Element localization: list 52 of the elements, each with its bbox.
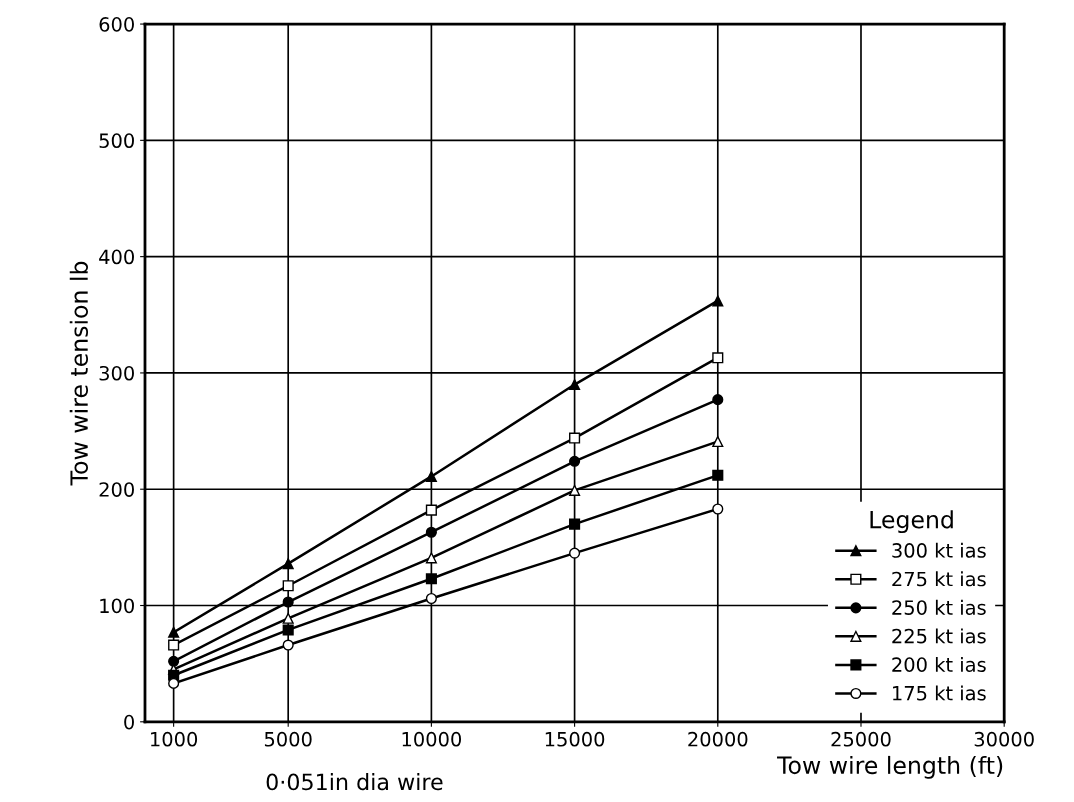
point: [569, 432, 581, 444]
point: [712, 469, 724, 481]
x-tick-label: 10000: [402, 731, 462, 747]
legend-label: 200 kt ias: [892, 656, 986, 672]
legend-label: 175 kt ias: [893, 685, 986, 701]
x-tick-label: 25000: [831, 731, 891, 747]
legend-label: 250 kt ias: [892, 599, 986, 615]
y-tick-label: 600: [99, 17, 134, 32]
y-tick-label: 500: [99, 133, 134, 149]
text: 0·051in dia wire: [266, 773, 443, 791]
x-tick-label: 1000: [151, 731, 198, 747]
point: [712, 295, 724, 307]
point: [712, 352, 724, 364]
point: [282, 580, 294, 592]
point: [569, 379, 581, 391]
y-tick-label: 100: [100, 598, 134, 614]
point: [282, 612, 294, 624]
x-axis-title: Tow wire length (ft): [777, 755, 1003, 779]
y-axis-title: Tow wire tension lb: [69, 261, 89, 486]
point: [282, 558, 294, 570]
point: [168, 677, 180, 689]
point: [282, 596, 294, 608]
point: [168, 626, 180, 638]
point: [712, 394, 724, 406]
point: [425, 552, 437, 564]
x-tick-label: 5000: [264, 731, 312, 747]
point: [569, 547, 581, 559]
point: [425, 470, 437, 482]
x-tick-label: 30000: [974, 731, 1034, 747]
point: [425, 526, 437, 538]
x-tick-label: 20000: [688, 731, 748, 747]
point: [425, 592, 437, 605]
point: [168, 655, 180, 667]
point: [569, 455, 581, 467]
legend-title: Legend: [870, 510, 953, 534]
x-tick-label: 15000: [545, 731, 605, 747]
point: [712, 503, 724, 515]
point: [425, 573, 437, 585]
point: [569, 484, 581, 496]
legend-label: 225 kt ias: [892, 628, 986, 644]
legend-label: 275 kt ias: [892, 571, 986, 587]
point: [569, 518, 581, 530]
y-tick-label: 200: [99, 482, 134, 497]
point: [168, 639, 180, 651]
point: [712, 435, 724, 448]
legend-label: 300 kt ias: [892, 542, 986, 558]
y-tick-label: 0: [124, 714, 134, 730]
point: [282, 624, 294, 636]
y-tick-label: 400: [99, 249, 134, 265]
y-tick-label: 300: [99, 365, 134, 381]
point: [282, 639, 294, 651]
point: [425, 504, 437, 516]
